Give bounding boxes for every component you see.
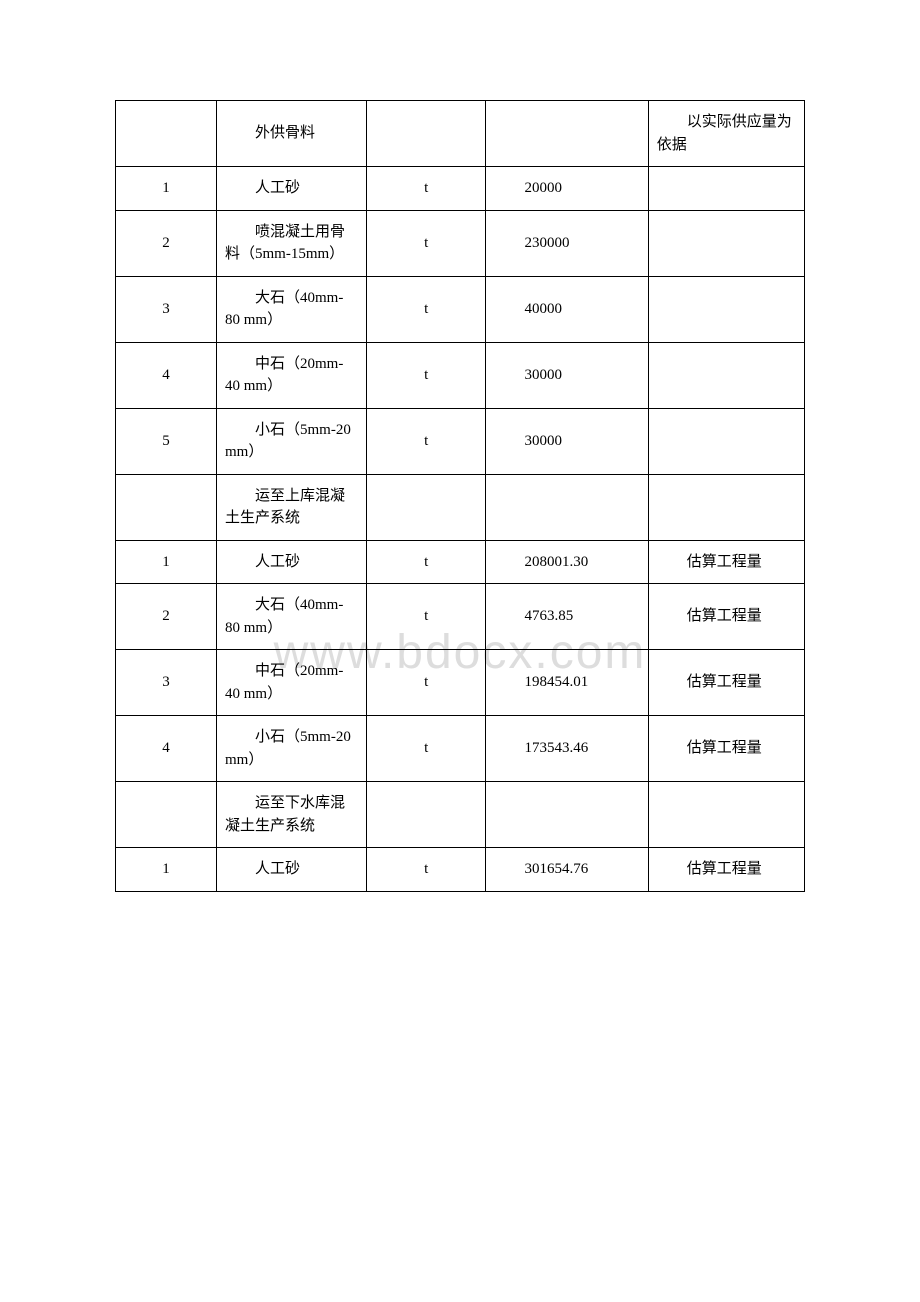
- table-row: 2喷混凝土用骨料（5mm-15mm）t230000: [116, 210, 805, 276]
- table-row: 1人工砂t301654.76估算工程量: [116, 848, 805, 892]
- remark-cell: 以实际供应量为依据: [648, 101, 804, 167]
- item-name-cell: 运至下水库混凝土生产系统: [216, 782, 366, 848]
- item-name-cell: 人工砂: [216, 848, 366, 892]
- unit-cell: t: [367, 716, 486, 782]
- item-name-cell: 中石（20mm-40 mm）: [216, 342, 366, 408]
- item-name-cell: 运至上库混凝土生产系统: [216, 474, 366, 540]
- unit-cell: t: [367, 167, 486, 211]
- quantity-cell: 30000: [486, 342, 648, 408]
- item-name-cell: 人工砂: [216, 167, 366, 211]
- quantity-cell: [486, 101, 648, 167]
- remark-cell: [648, 408, 804, 474]
- row-number-cell: 4: [116, 716, 217, 782]
- unit-cell: [367, 101, 486, 167]
- item-name-cell: 中石（20mm-40 mm）: [216, 650, 366, 716]
- item-name-cell: 大石（40mm-80 mm）: [216, 584, 366, 650]
- table-row: 1人工砂t208001.30估算工程量: [116, 540, 805, 584]
- table-row: 3大石（40mm-80 mm）t40000: [116, 276, 805, 342]
- quantity-cell: 30000: [486, 408, 648, 474]
- unit-cell: t: [367, 650, 486, 716]
- row-number-cell: 3: [116, 276, 217, 342]
- table-row: 1人工砂t20000: [116, 167, 805, 211]
- remark-cell: 估算工程量: [648, 848, 804, 892]
- remark-cell: 估算工程量: [648, 716, 804, 782]
- remark-cell: [648, 167, 804, 211]
- remark-cell: 估算工程量: [648, 584, 804, 650]
- item-name-cell: 外供骨料: [216, 101, 366, 167]
- unit-cell: t: [367, 408, 486, 474]
- table-row: 4小石（5mm-20 mm）t173543.46估算工程量: [116, 716, 805, 782]
- unit-cell: t: [367, 276, 486, 342]
- remark-cell: [648, 342, 804, 408]
- quantity-cell: 301654.76: [486, 848, 648, 892]
- unit-cell: t: [367, 584, 486, 650]
- table-row: 运至上库混凝土生产系统: [116, 474, 805, 540]
- remark-cell: 估算工程量: [648, 540, 804, 584]
- quantity-cell: [486, 782, 648, 848]
- unit-cell: t: [367, 848, 486, 892]
- table-row: 5小石（5mm-20 mm）t30000: [116, 408, 805, 474]
- remark-cell: [648, 782, 804, 848]
- quantity-cell: 173543.46: [486, 716, 648, 782]
- remark-cell: [648, 210, 804, 276]
- unit-cell: [367, 474, 486, 540]
- table-row: 4中石（20mm-40 mm）t30000: [116, 342, 805, 408]
- row-number-cell: 5: [116, 408, 217, 474]
- quantity-cell: 230000: [486, 210, 648, 276]
- table-row: 运至下水库混凝土生产系统: [116, 782, 805, 848]
- quantity-cell: 4763.85: [486, 584, 648, 650]
- quantity-cell: 20000: [486, 167, 648, 211]
- row-number-cell: 1: [116, 540, 217, 584]
- item-name-cell: 小石（5mm-20 mm）: [216, 716, 366, 782]
- item-name-cell: 大石（40mm-80 mm）: [216, 276, 366, 342]
- row-number-cell: 4: [116, 342, 217, 408]
- unit-cell: [367, 782, 486, 848]
- row-number-cell: 1: [116, 167, 217, 211]
- item-name-cell: 小石（5mm-20 mm）: [216, 408, 366, 474]
- item-name-cell: 人工砂: [216, 540, 366, 584]
- quantity-cell: 40000: [486, 276, 648, 342]
- row-number-cell: 2: [116, 210, 217, 276]
- quantity-cell: 198454.01: [486, 650, 648, 716]
- row-number-cell: [116, 782, 217, 848]
- table-row: 2大石（40mm-80 mm）t4763.85估算工程量: [116, 584, 805, 650]
- item-name-cell: 喷混凝土用骨料（5mm-15mm）: [216, 210, 366, 276]
- quantity-cell: [486, 474, 648, 540]
- unit-cell: t: [367, 540, 486, 584]
- quantity-cell: 208001.30: [486, 540, 648, 584]
- remark-cell: [648, 474, 804, 540]
- row-number-cell: [116, 474, 217, 540]
- remark-cell: [648, 276, 804, 342]
- materials-table: 外供骨料以实际供应量为依据1人工砂t200002喷混凝土用骨料（5mm-15mm…: [115, 100, 805, 892]
- unit-cell: t: [367, 342, 486, 408]
- remark-cell: 估算工程量: [648, 650, 804, 716]
- table-row: 外供骨料 以实际供应量为依据: [116, 101, 805, 167]
- table-row: 3中石（20mm-40 mm）t198454.01估算工程量: [116, 650, 805, 716]
- row-number-cell: [116, 101, 217, 167]
- row-number-cell: 3: [116, 650, 217, 716]
- row-number-cell: 1: [116, 848, 217, 892]
- row-number-cell: 2: [116, 584, 217, 650]
- unit-cell: t: [367, 210, 486, 276]
